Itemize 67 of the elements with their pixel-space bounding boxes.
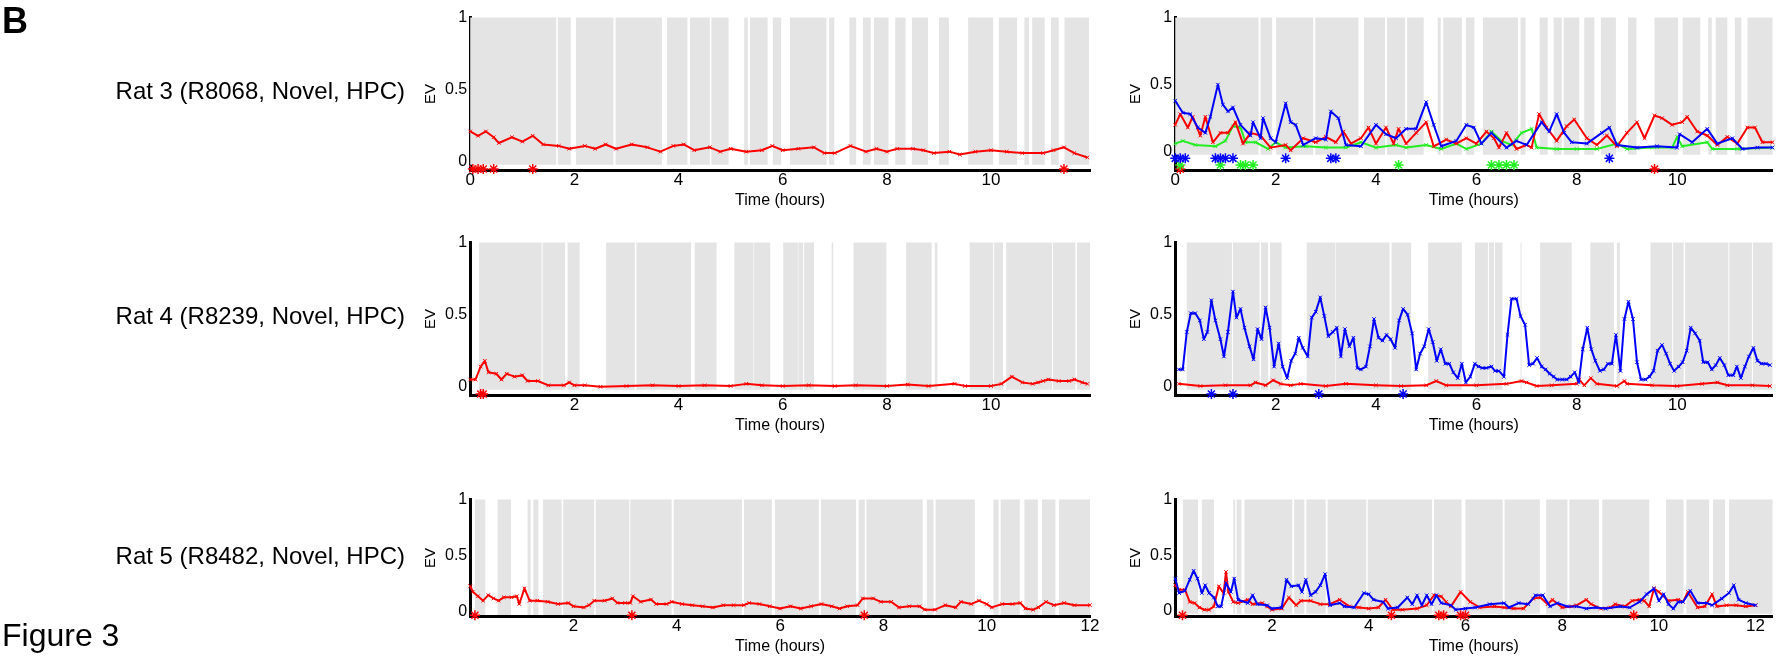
y-tick-label: 0.5 bbox=[1149, 305, 1173, 323]
x-tick-label: 8 bbox=[878, 616, 889, 636]
y-tick-label: 1 bbox=[1163, 233, 1173, 251]
x-tick-label: 8 bbox=[882, 170, 892, 190]
text: Rat 4 (R8239, Novel, HPC) bbox=[115, 302, 405, 330]
x-tick-label: 2 bbox=[569, 170, 580, 190]
y-tick-label: 0.5 bbox=[444, 546, 468, 564]
x-tick-label: 4 bbox=[1363, 616, 1374, 636]
x-tick-label: 2 bbox=[1270, 170, 1281, 190]
x-tick-label: 10 bbox=[981, 395, 1001, 415]
x-axis-title: Time (hours) bbox=[735, 636, 826, 654]
x-axis-title: Time (hours) bbox=[1428, 636, 1519, 654]
y-axis-title: EV bbox=[421, 308, 439, 330]
x-tick-label: 4 bbox=[672, 616, 682, 636]
x-tick-label: 4 bbox=[1371, 395, 1381, 415]
y-axis-title: EV bbox=[1126, 308, 1144, 330]
x-tick-label: 8 bbox=[882, 395, 892, 415]
x-axis-title: Time (hours) bbox=[1428, 190, 1519, 208]
text: Rat 5 (R8482, Novel, HPC) bbox=[115, 542, 405, 570]
x-axis-title: Time (hours) bbox=[735, 415, 826, 433]
x-tick-label: 4 bbox=[673, 395, 684, 415]
y-axis-title: EV bbox=[421, 547, 439, 569]
x-tick-label: 8 bbox=[1557, 616, 1567, 636]
y-tick-label: 0.5 bbox=[444, 305, 468, 323]
y-tick-label: 1 bbox=[1163, 490, 1173, 508]
text: Rat 3 (R8068, Novel, HPC) bbox=[115, 77, 405, 105]
y-tick-label: 0 bbox=[458, 602, 468, 620]
y-tick-label: 0 bbox=[458, 152, 468, 170]
x-tick-label: 10 bbox=[1667, 395, 1687, 415]
caption: Figure 3 bbox=[2, 616, 120, 654]
y-tick-label: 0 bbox=[1163, 601, 1173, 619]
x-tick-label: 4 bbox=[673, 170, 684, 190]
x-tick-label: 4 bbox=[1371, 170, 1381, 190]
x-tick-label: 6 bbox=[1460, 616, 1471, 636]
x-tick-label: 10 bbox=[977, 616, 997, 636]
x-axis-title: Time (hours) bbox=[1428, 415, 1519, 433]
x-tick-label: 6 bbox=[775, 616, 785, 636]
x-tick-label: 10 bbox=[1649, 616, 1669, 636]
y-tick-label: 1 bbox=[458, 490, 468, 508]
x-tick-label: 8 bbox=[1572, 395, 1582, 415]
y-tick-label: 0 bbox=[458, 377, 468, 395]
y-axis-title: EV bbox=[1126, 547, 1144, 569]
y-axis-title: EV bbox=[421, 83, 439, 105]
y-tick-label: 0.5 bbox=[1149, 75, 1173, 93]
y-tick-label: 1 bbox=[458, 8, 468, 26]
x-tick-label: 12 bbox=[1746, 616, 1766, 636]
y-tick-label: 1 bbox=[1163, 8, 1173, 26]
x-tick-label: 6 bbox=[777, 170, 788, 190]
y-axis-title: EV bbox=[1126, 83, 1144, 105]
x-tick-label: 6 bbox=[1471, 170, 1482, 190]
text: B bbox=[2, 0, 28, 42]
y-tick-label: 0 bbox=[1163, 377, 1173, 395]
y-tick-label: 0.5 bbox=[1149, 545, 1173, 563]
x-tick-label: 2 bbox=[1267, 616, 1277, 636]
y-tick-label: 1 bbox=[458, 233, 468, 251]
x-tick-label: 6 bbox=[1471, 395, 1482, 415]
x-tick-label: 10 bbox=[981, 170, 1001, 190]
x-tick-label: 2 bbox=[569, 395, 580, 415]
x-tick-label: 6 bbox=[777, 395, 788, 415]
x-tick-label: 10 bbox=[1667, 170, 1687, 190]
x-tick-label: 8 bbox=[1572, 170, 1582, 190]
y-tick-label: 0.5 bbox=[444, 80, 468, 98]
x-tick-label: 12 bbox=[1080, 616, 1100, 636]
x-axis-title: Time (hours) bbox=[735, 190, 826, 208]
x-tick-label: 2 bbox=[1270, 395, 1281, 415]
y-tick-label: 0 bbox=[1163, 142, 1173, 160]
x-tick-label: 2 bbox=[568, 616, 579, 636]
